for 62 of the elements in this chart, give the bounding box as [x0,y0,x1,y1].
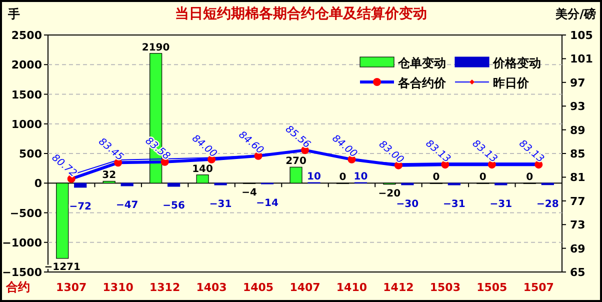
x-tick-label: 1307 [56,281,87,294]
bar [168,182,180,187]
y2-tick-label: 73 [570,218,586,232]
data-label: 0 [479,172,486,184]
data-label: −20 [378,188,401,200]
y-tick-label: 0 [34,177,42,190]
y-tick-label: −500 [10,206,42,220]
legend-label: 各合约价 [397,76,447,90]
y-tick-label: 1500 [11,88,42,102]
data-label: 10 [354,172,368,183]
bar [74,182,87,188]
x-tick-label: 1410 [336,281,368,294]
legend-label: 价格变动 [492,56,541,70]
chart-title: 当日短约期棉各期合约仓单及结算价变动 [175,5,427,22]
y2-tick-label: 105 [570,29,593,42]
data-label: −47 [116,200,138,211]
y2-tick-label: 97 [570,76,586,90]
data-label: 0 [526,172,534,184]
x-tick-label: 1505 [476,281,508,294]
y-tick-label: 2500 [11,29,42,42]
y2-tick-label: 77 [570,194,586,208]
data-label: 32 [102,170,116,182]
data-label: −31 [490,198,512,210]
y2-tick-label: 85 [570,148,586,160]
data-label: 2190 [142,42,170,54]
x-tick-label: 1403 [196,281,227,294]
data-label: 140 [192,164,214,175]
y-tick-label: 1000 [11,118,42,131]
data-label: 10 [307,172,321,183]
legend-label: 昨日价 [493,76,530,90]
x-tick-label: 1312 [150,281,180,294]
x-tick-label: 1412 [383,281,414,294]
x-tick-label: 1407 [290,281,320,294]
data-label: −4 [242,187,257,198]
data-label: −30 [396,198,419,210]
y-tick-label: −1000 [2,236,42,250]
y2-tick-label: 81 [570,171,586,184]
y2-axis-title: 美分/磅 [554,7,596,21]
data-label: −72 [69,201,92,212]
y2-tick-label: 89 [570,124,586,137]
x-tick-label: 1507 [523,281,554,294]
x-tick-label: 1310 [102,281,134,294]
y-tick-label: −1500 [2,266,42,279]
data-label: −31 [443,198,466,210]
data-label: 0 [339,172,346,184]
data-label: −28 [536,198,559,210]
y2-tick-label: 65 [570,266,586,279]
x-tick-label: 1503 [430,281,460,294]
x-tick-label: 1405 [242,281,274,294]
data-label: −56 [162,200,186,212]
data-label: −31 [209,198,232,210]
x-axis-title: 合约 [5,280,30,294]
y2-tick-label: 69 [570,242,586,256]
y2-tick-label: 93 [570,100,586,114]
data-label: −14 [256,198,278,209]
y-tick-label: 2000 [11,58,42,72]
data-label: 270 [286,156,306,168]
y-axis-title: 手 [7,7,20,21]
data-label: 0 [432,172,440,184]
y-tick-label: 500 [19,148,42,160]
legend-label: 仓单变动 [397,56,446,70]
y2-tick-label: 101 [570,52,593,66]
